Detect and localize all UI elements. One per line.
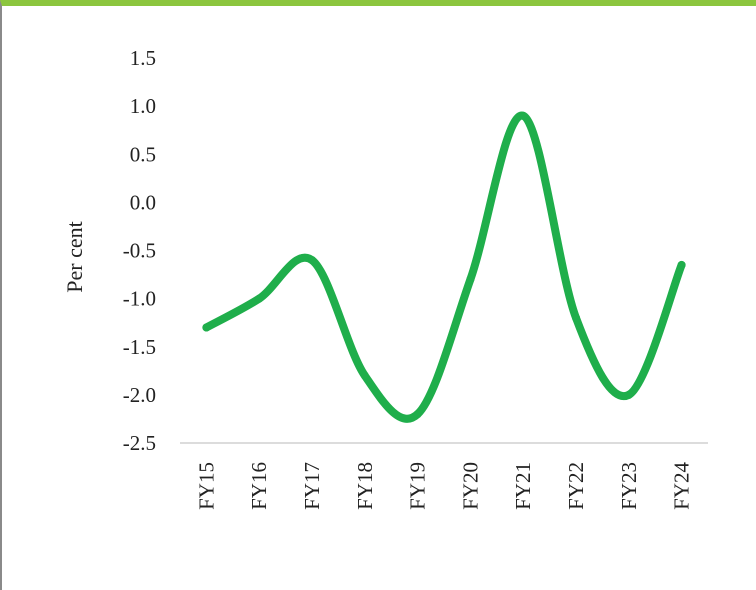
y-tick-label: -0.5 [123,239,156,263]
data-point-fy15 [202,323,211,332]
y-tick-label: -2.5 [123,431,156,455]
data-point-fy16 [255,294,264,303]
data-point-fy23 [624,390,633,399]
y-tick-label: 1.0 [130,94,156,118]
data-point-fy24 [677,260,686,269]
y-tick-label: 0.5 [130,142,156,166]
x-tick-label: FY21 [511,462,535,510]
y-tick-label: -2.0 [123,383,156,407]
series-line [202,111,686,423]
x-tick-label: FY20 [458,462,482,510]
data-point-fy19 [413,410,422,419]
data-point-fy22 [572,313,580,322]
data-point-fy20 [466,275,475,284]
x-tick-label: FY23 [617,462,641,510]
x-tick-label: FY24 [670,462,694,510]
x-tick-label: FY15 [194,462,218,510]
x-tick-label: FY19 [406,462,430,510]
x-tick-label: FY17 [300,462,324,510]
y-axis-ticks: 1.5 1.0 0.5 0.0 -0.5 -1.0 -1.5 -2.0 -2.5 [123,46,156,455]
y-axis-label: Per cent [62,221,87,292]
data-point-fy21 [519,111,528,120]
x-tick-label: FY18 [353,462,377,510]
x-axis-ticks: FY15 FY16 FY17 FY18 FY19 FY20 FY21 FY22 FY23 FY24 [194,462,693,510]
data-point-fy17 [308,256,316,265]
x-tick-label: FY22 [564,462,588,510]
y-tick-label: -1.5 [123,335,156,359]
y-tick-label: 1.5 [130,46,156,70]
x-tick-label: FY16 [247,462,271,510]
data-points [202,111,686,419]
y-tick-label: 0.0 [130,190,156,214]
y-tick-label: -1.0 [123,287,156,311]
data-point-fy18 [360,371,369,380]
